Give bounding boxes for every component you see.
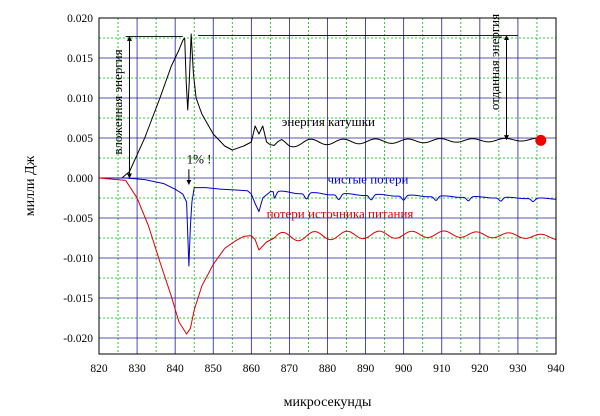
y-tick-label: 0.015 [67,53,93,65]
series-line-coil [99,33,545,179]
y-tick-label: 0.000 [67,173,93,185]
y-tick-label: -0.015 [63,293,93,305]
x-tick-labels: 820 830 840 850 860 870 880 890 900 910 920 930 940 [90,363,565,375]
end-marker [535,134,547,146]
y-tick-label: 0.020 [67,13,93,25]
y-tick-label: -0.005 [63,213,93,225]
y-tick-labels: 0.020 0.015 0.010 0.005 0.000 -0.005 -0.010 -0.… [63,13,93,345]
series-layer [98,33,557,335]
series-line-source [98,177,557,335]
x-tick-label: 840 [167,363,185,375]
x-tick-label: 920 [471,363,489,375]
annotation-stored-energy: вложенная энергия [110,49,125,154]
annotation-source-losses: потери источника питания [267,206,414,221]
x-tick-label: 880 [319,363,337,375]
x-tick-label: 900 [395,363,413,375]
major-grid [98,17,557,354]
y-tick-label: 0.005 [67,133,93,145]
y-axis-title: милли Дж [23,155,38,216]
series-line-net [99,177,557,267]
x-tick-label: 940 [547,363,565,375]
y-tick-label: -0.010 [63,253,93,265]
annotation-net-losses: чистые потери [328,172,409,187]
x-tick-label: 890 [357,363,375,375]
annotation-one-percent: 1% ! [187,152,212,167]
y-tick-label: -0.020 [63,333,93,345]
x-tick-label: 860 [243,363,261,375]
reference-lines [125,35,518,37]
x-axis-title: микросекунды [284,395,372,410]
annotation-returned-energy: отданная энергия [487,14,502,110]
x-tick-label: 820 [90,363,108,375]
x-tick-label: 930 [509,363,527,375]
x-tick-label: 870 [281,363,299,375]
x-tick-label: 850 [205,363,223,375]
y-tick-label: 0.010 [67,93,93,105]
annotations: вложенная энергия отданная энергия энергия… [110,14,509,221]
annotation-coil-energy: энергия катушки [282,114,375,129]
plot-frame [98,17,557,355]
x-tick-label: 910 [433,363,451,375]
x-tick-label: 830 [128,363,146,375]
